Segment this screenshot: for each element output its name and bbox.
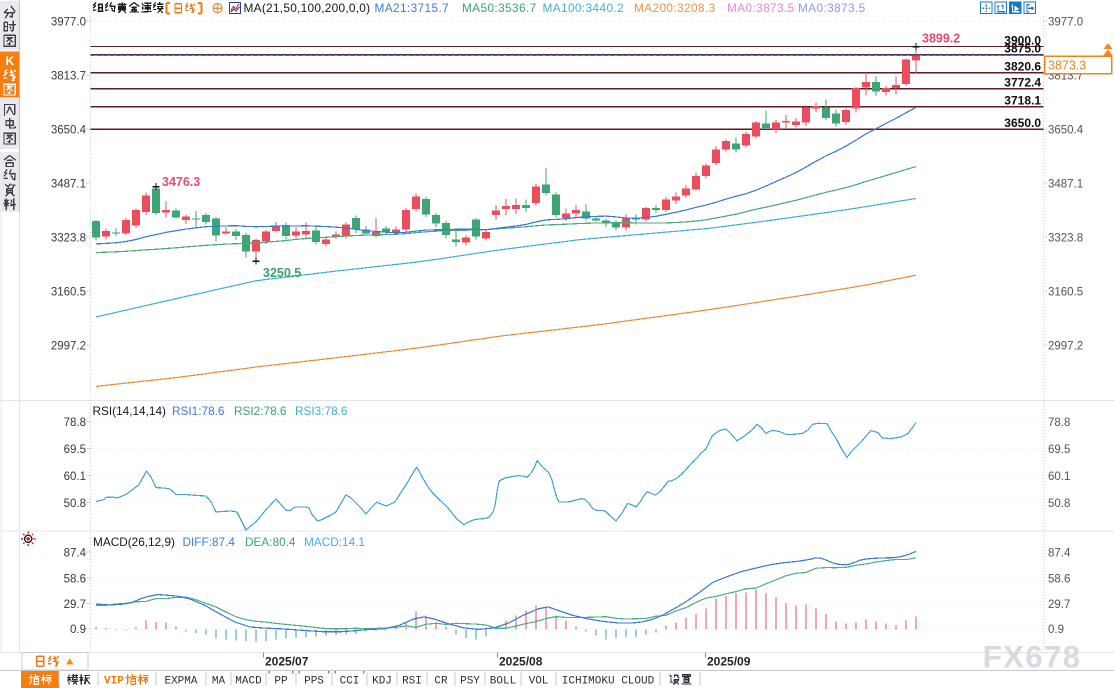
svg-text:2025/09: 2025/09 xyxy=(707,655,751,669)
svg-text:RSI(14,14,14): RSI(14,14,14) xyxy=(93,404,167,418)
svg-text:3476.3: 3476.3 xyxy=(162,175,200,189)
svg-text:29.7: 29.7 xyxy=(64,599,86,611)
svg-text:3650.4: 3650.4 xyxy=(1048,125,1084,137)
svg-text:78.8: 78.8 xyxy=(64,417,86,429)
svg-text:69.5: 69.5 xyxy=(1048,444,1070,456)
svg-text:29.7: 29.7 xyxy=(1048,599,1070,611)
svg-text:3250.5: 3250.5 xyxy=(263,266,301,280)
svg-text:FX678: FX678 xyxy=(983,639,1082,675)
svg-text:0.9: 0.9 xyxy=(70,624,86,636)
svg-text:3323.8: 3323.8 xyxy=(1048,233,1083,245)
svg-text:MACD: MACD xyxy=(235,676,262,688)
svg-text:58.6: 58.6 xyxy=(1048,574,1070,586)
svg-text:MA(21,50,100,200,0,0): MA(21,50,100,200,0,0) xyxy=(244,1,371,15)
svg-text:3160.5: 3160.5 xyxy=(1048,287,1083,299)
svg-text:58.6: 58.6 xyxy=(64,574,86,586)
svg-text:3323.8: 3323.8 xyxy=(51,233,86,245)
svg-text:3875.0: 3875.0 xyxy=(1004,42,1041,56)
svg-text:RSI2:78.6: RSI2:78.6 xyxy=(234,404,287,418)
svg-text:3772.4: 3772.4 xyxy=(1004,76,1041,90)
svg-text:VIP: VIP xyxy=(104,676,124,688)
svg-text:CCI: CCI xyxy=(340,676,360,688)
svg-text:MA50:3536.7: MA50:3536.7 xyxy=(462,1,537,15)
svg-text:2997.2: 2997.2 xyxy=(1048,341,1083,353)
svg-text:3650.4: 3650.4 xyxy=(51,125,87,137)
svg-text:0.9: 0.9 xyxy=(1048,624,1064,636)
svg-text:PSY: PSY xyxy=(460,676,480,688)
svg-text:87.4: 87.4 xyxy=(1048,548,1071,560)
svg-text:MA0:3873.5: MA0:3873.5 xyxy=(798,1,866,15)
svg-text:RSI1:78.6: RSI1:78.6 xyxy=(172,404,225,418)
svg-text:2025/07: 2025/07 xyxy=(265,655,309,669)
svg-text:': ' xyxy=(292,670,294,681)
svg-text:78.8: 78.8 xyxy=(1048,417,1070,429)
svg-text:3650.0: 3650.0 xyxy=(1004,116,1041,130)
svg-text:3487.1: 3487.1 xyxy=(51,179,86,191)
svg-text:3977.0: 3977.0 xyxy=(51,17,86,29)
svg-text:EXPMA: EXPMA xyxy=(164,676,197,688)
svg-text:3873.3: 3873.3 xyxy=(1048,59,1086,73)
svg-text:MA: MA xyxy=(212,676,226,688)
svg-text:PPS: PPS xyxy=(304,676,324,688)
svg-text:MA0:3873.5: MA0:3873.5 xyxy=(727,1,795,15)
svg-text:MA200:3208.3: MA200:3208.3 xyxy=(634,1,716,15)
svg-text:': ' xyxy=(328,670,330,681)
svg-text:CR: CR xyxy=(434,676,448,688)
svg-text:2025/08: 2025/08 xyxy=(499,655,543,669)
svg-text:KDJ: KDJ xyxy=(372,676,392,688)
svg-text:RSI3:78.6: RSI3:78.6 xyxy=(295,404,348,418)
svg-text:69.5: 69.5 xyxy=(64,444,86,456)
svg-text:DIFF:87.4: DIFF:87.4 xyxy=(183,535,236,549)
svg-text:MACD:14.1: MACD:14.1 xyxy=(304,535,365,549)
svg-text:3813.7: 3813.7 xyxy=(51,71,86,83)
svg-text:': ' xyxy=(334,670,336,681)
svg-text:87.4: 87.4 xyxy=(64,548,87,560)
svg-text:K: K xyxy=(5,54,14,68)
svg-text:': ' xyxy=(363,670,365,681)
svg-text:ICHIMOKU CLOUD: ICHIMOKU CLOUD xyxy=(562,676,655,688)
svg-text:50.8: 50.8 xyxy=(1048,498,1070,510)
svg-text:3820.6: 3820.6 xyxy=(1004,60,1041,74)
svg-text:BOLL: BOLL xyxy=(490,676,516,688)
svg-text:3977.0: 3977.0 xyxy=(1048,17,1083,29)
svg-text:3160.5: 3160.5 xyxy=(51,287,86,299)
svg-text:3487.1: 3487.1 xyxy=(1048,179,1083,191)
svg-text:50.8: 50.8 xyxy=(64,498,86,510)
svg-text:MA21:3715.7: MA21:3715.7 xyxy=(375,1,450,15)
svg-text:': ' xyxy=(268,670,270,681)
svg-text:3900.0: 3900.0 xyxy=(1004,34,1041,48)
svg-text:60.1: 60.1 xyxy=(64,471,86,483)
svg-text:RSI: RSI xyxy=(402,676,422,688)
svg-text:2997.2: 2997.2 xyxy=(51,341,86,353)
svg-text:DEA:80.4: DEA:80.4 xyxy=(245,535,296,549)
svg-text:60.1: 60.1 xyxy=(1048,471,1070,483)
svg-text:3718.1: 3718.1 xyxy=(1004,94,1041,108)
svg-text:MACD(26,12,9): MACD(26,12,9) xyxy=(93,535,175,549)
svg-text:': ' xyxy=(298,670,300,681)
svg-text:3899.2: 3899.2 xyxy=(922,32,960,46)
svg-text:MA100:3440.2: MA100:3440.2 xyxy=(543,1,625,15)
svg-text:VOL: VOL xyxy=(529,676,549,688)
svg-text:PP: PP xyxy=(274,676,288,688)
